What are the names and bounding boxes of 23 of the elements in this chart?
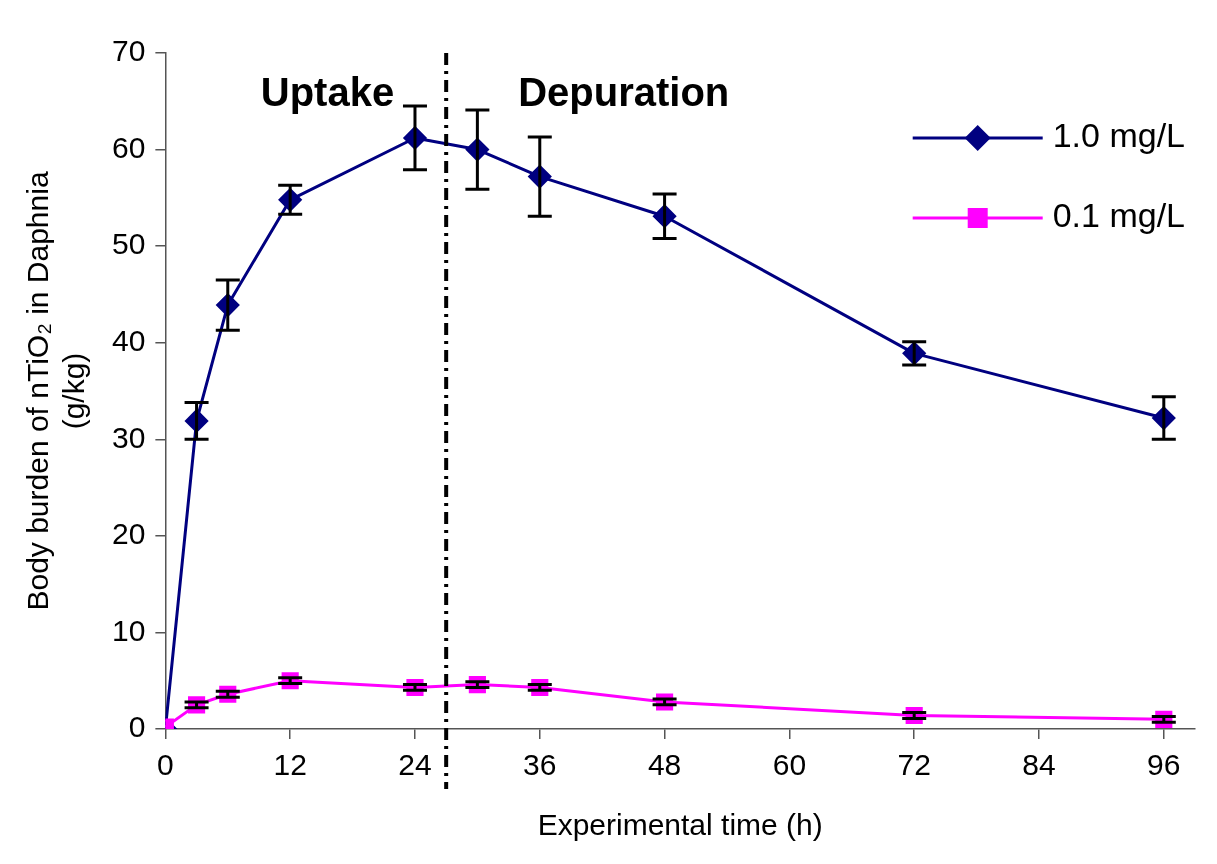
y-axis-title: Body burden of nTiO₂ in Daphnia (g/kg)	[21, 171, 91, 611]
x-tick-label: 72	[897, 748, 931, 782]
x-tick-label: 24	[398, 748, 432, 782]
x-tick-label: 12	[273, 748, 307, 782]
y-tick-label: 0	[128, 710, 146, 744]
y-tick-label: 10	[111, 613, 146, 647]
y-tick-label: 70	[111, 34, 146, 68]
x-tick-label: 0	[157, 748, 174, 782]
y-tick-label: 60	[111, 130, 146, 164]
x-tick-label: 36	[523, 748, 557, 782]
legend-label: 0.1 mg/L	[1052, 196, 1186, 235]
x-axis-title: Experimental time (h)	[537, 808, 823, 842]
y-tick-label: 30	[111, 420, 146, 454]
y-tick-label: 50	[111, 227, 146, 261]
x-tick-label: 96	[1147, 748, 1181, 782]
legend-label: 1.0 mg/L	[1052, 116, 1186, 155]
x-tick-label: 84	[1022, 748, 1056, 782]
y-tick-label: 40	[111, 323, 146, 357]
y-tick-label: 20	[111, 517, 146, 551]
x-tick-label: 48	[647, 748, 682, 782]
annotation: Depuration	[518, 70, 730, 115]
x-tick-label: 60	[772, 748, 807, 782]
annotation: Uptake	[260, 70, 395, 115]
